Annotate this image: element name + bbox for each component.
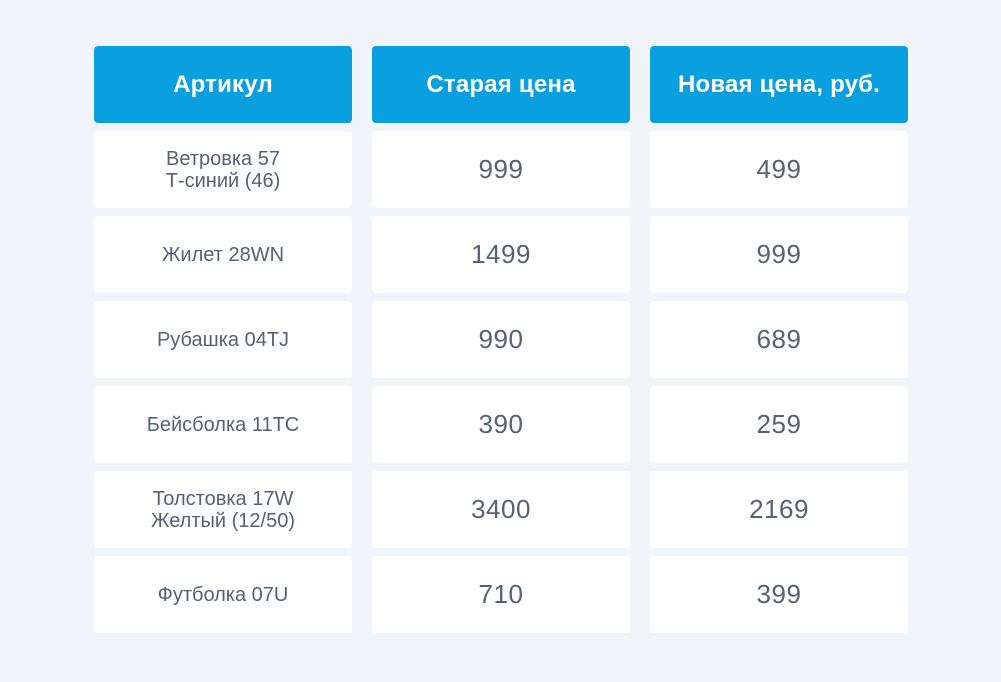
new-price-cell: 689 (650, 301, 908, 378)
article-cell: Толстовка 17W Желтый (12/50) (94, 471, 352, 548)
old-price-cell: 990 (372, 301, 630, 378)
article-cell: Ветровка 57 Т-синий (46) (94, 131, 352, 208)
article-cell: Рубашка 04TJ (94, 301, 352, 378)
article-cell: Бейсболка 11TC (94, 386, 352, 463)
new-price-cell: 999 (650, 216, 908, 293)
column-header-new-price: Новая цена, руб. (650, 46, 908, 123)
article-cell: Футболка 07U (94, 556, 352, 633)
old-price-cell: 1499 (372, 216, 630, 293)
new-price-cell: 259 (650, 386, 908, 463)
old-price-cell: 710 (372, 556, 630, 633)
old-price-cell: 3400 (372, 471, 630, 548)
article-cell: Жилет 28WN (94, 216, 352, 293)
column-header-article: Артикул (94, 46, 352, 123)
new-price-cell: 2169 (650, 471, 908, 548)
new-price-cell: 399 (650, 556, 908, 633)
column-header-old-price: Старая цена (372, 46, 630, 123)
old-price-cell: 390 (372, 386, 630, 463)
new-price-cell: 499 (650, 131, 908, 208)
price-table: Артикул Старая цена Новая цена, руб. Вет… (94, 46, 908, 633)
old-price-cell: 999 (372, 131, 630, 208)
